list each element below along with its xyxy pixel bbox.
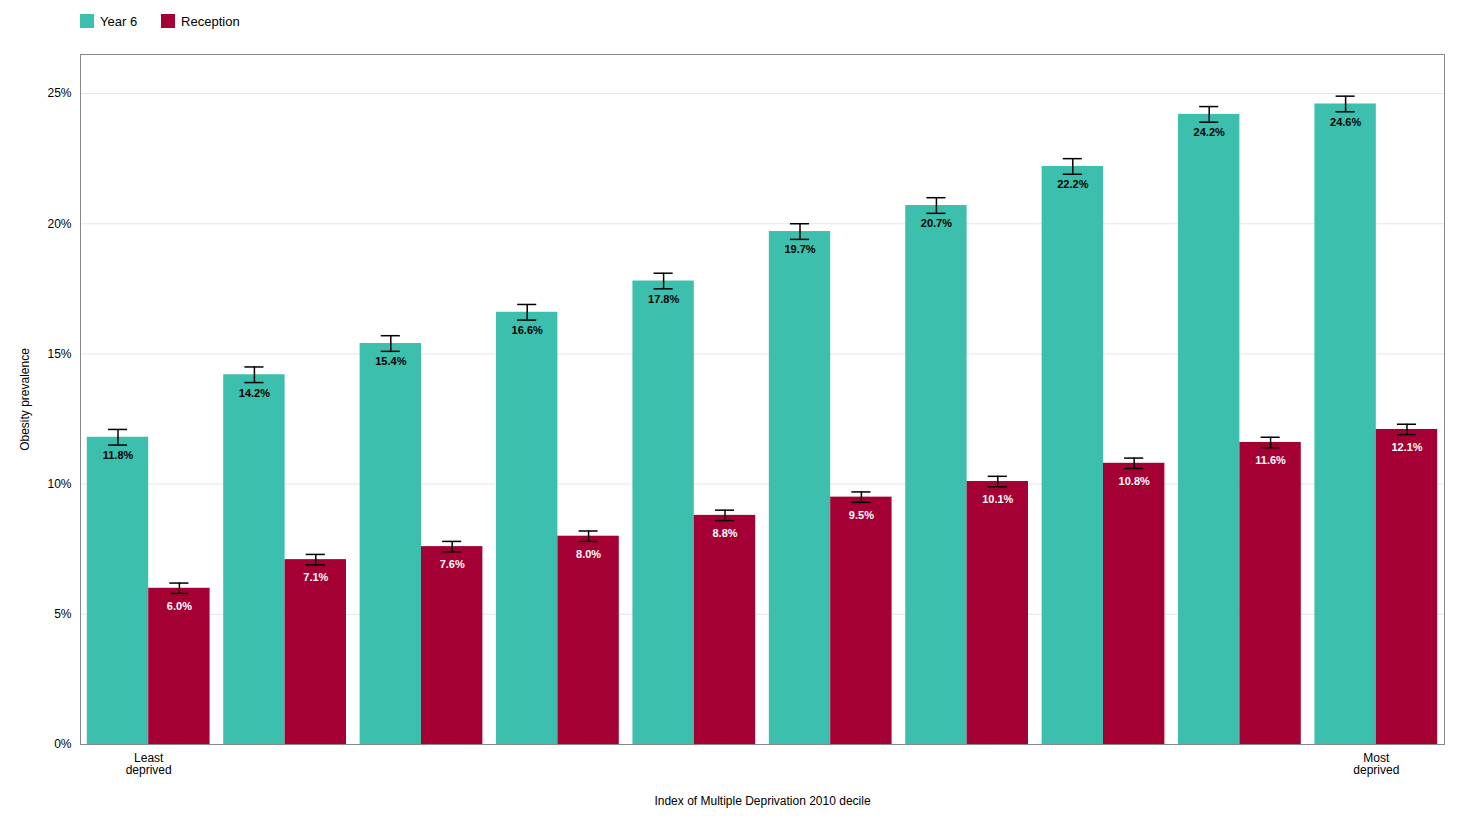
svg-text:8.8%: 8.8% bbox=[712, 527, 737, 539]
svg-text:10.1%: 10.1% bbox=[982, 493, 1013, 505]
svg-text:11.8%: 11.8% bbox=[103, 449, 134, 461]
svg-text:14.2%: 14.2% bbox=[239, 387, 270, 399]
svg-text:0%: 0% bbox=[54, 737, 72, 751]
svg-text:Leastdeprived: Leastdeprived bbox=[126, 751, 172, 777]
svg-text:25%: 25% bbox=[47, 86, 71, 100]
svg-text:20.7%: 20.7% bbox=[921, 217, 952, 229]
svg-text:11.6%: 11.6% bbox=[1255, 454, 1286, 466]
svg-text:6.0%: 6.0% bbox=[167, 600, 192, 612]
svg-text:19.7%: 19.7% bbox=[784, 243, 815, 255]
svg-text:22.2%: 22.2% bbox=[1057, 178, 1088, 190]
svg-text:Mostdeprived: Mostdeprived bbox=[1353, 751, 1399, 777]
svg-text:20%: 20% bbox=[47, 217, 71, 231]
svg-text:16.6%: 16.6% bbox=[512, 324, 543, 336]
svg-text:24.6%: 24.6% bbox=[1330, 116, 1361, 128]
svg-text:5%: 5% bbox=[54, 607, 72, 621]
svg-text:7.1%: 7.1% bbox=[303, 571, 328, 583]
svg-text:15%: 15% bbox=[47, 347, 71, 361]
svg-text:Obesity prevalence: Obesity prevalence bbox=[18, 348, 32, 451]
svg-text:10.8%: 10.8% bbox=[1119, 475, 1150, 487]
svg-text:12.1%: 12.1% bbox=[1391, 441, 1422, 453]
svg-text:17.8%: 17.8% bbox=[648, 293, 679, 305]
svg-text:24.2%: 24.2% bbox=[1194, 126, 1225, 138]
svg-text:10%: 10% bbox=[47, 477, 71, 491]
svg-text:7.6%: 7.6% bbox=[440, 558, 465, 570]
svg-text:Index of Multiple Deprivation: Index of Multiple Deprivation 2010 decil… bbox=[654, 794, 870, 808]
svg-text:9.5%: 9.5% bbox=[849, 509, 874, 521]
html-text:Reception: Reception bbox=[181, 13, 240, 29]
svg-text:8.0%: 8.0% bbox=[576, 548, 601, 560]
html-text:Year 6: Year 6 bbox=[100, 13, 138, 29]
svg-text:15.4%: 15.4% bbox=[375, 355, 406, 367]
